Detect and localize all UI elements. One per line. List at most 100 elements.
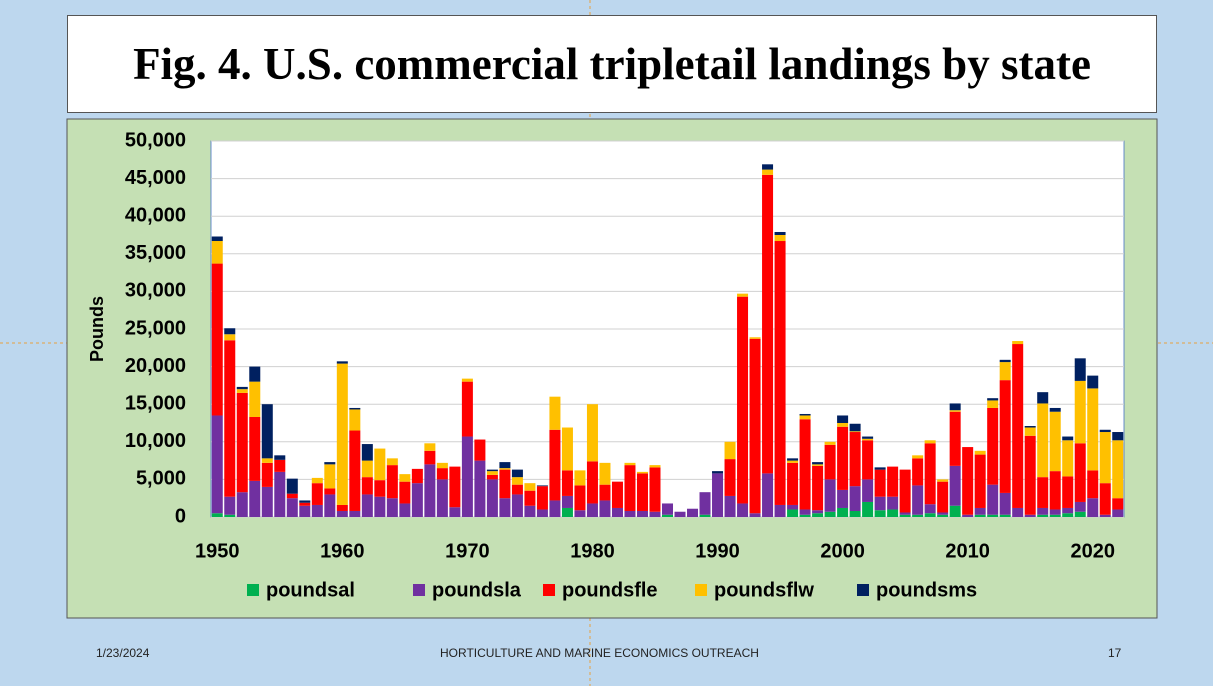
bar-segment (211, 263, 223, 416)
bar-segment (1112, 498, 1124, 510)
y-tick-label: 15,000 (125, 392, 186, 414)
bar-segment (912, 485, 924, 515)
bar-segment (787, 462, 799, 505)
bar-segment (349, 409, 361, 431)
bar-segment (224, 334, 236, 341)
bar-segment (661, 514, 674, 517)
x-tick-label: 1970 (445, 540, 490, 562)
bar-segment (974, 514, 986, 517)
bar-segment (561, 495, 573, 508)
bar-segment (737, 296, 749, 504)
y-tick-label: 50,000 (125, 129, 186, 151)
bar-segment (486, 471, 498, 475)
bar-segment (787, 504, 799, 510)
title-box: Fig. 4. U.S. commercial tripletail landi… (67, 15, 1157, 113)
bar-segment (1074, 501, 1086, 512)
bar-segment (324, 464, 336, 489)
bar-segment (274, 455, 286, 460)
bar-segment (987, 484, 999, 515)
bar-segment (324, 488, 336, 495)
bar-segment (611, 481, 623, 508)
bar-segment (349, 407, 361, 410)
bar-segment (411, 483, 423, 517)
y-tick-label: 40,000 (125, 204, 186, 226)
y-tick-label: 5,000 (136, 468, 186, 490)
bar-segment (536, 509, 548, 517)
bar-segment (774, 231, 786, 235)
bar-segment (987, 400, 999, 408)
bar-segment (737, 293, 749, 297)
bar-segment (887, 509, 899, 517)
bar-segment (799, 415, 811, 420)
bar-segment (449, 507, 461, 517)
footer-page: 17 (1108, 646, 1122, 660)
bar-segment (486, 479, 498, 517)
bar-segment (1112, 432, 1124, 441)
bar-segment (261, 404, 273, 459)
bar-segment (286, 493, 298, 499)
bar-segment (787, 509, 799, 517)
y-tick-label: 25,000 (125, 317, 186, 339)
bar-segment (349, 510, 361, 517)
bar-segment (436, 479, 448, 517)
bar-segment (1049, 514, 1061, 517)
legend-label: poundsfle (562, 579, 658, 601)
bar-segment (849, 423, 861, 432)
bar-segment (762, 169, 774, 175)
bar-segment (1024, 435, 1036, 515)
bar-segment (374, 480, 386, 497)
bar-segment (712, 473, 724, 517)
bar-segment (261, 462, 273, 487)
bar-segment (299, 500, 311, 503)
bar-segment (411, 468, 423, 484)
legend-swatch (543, 584, 555, 596)
bar-segment (1112, 440, 1124, 499)
bar-segment (837, 423, 849, 427)
bar-segment (999, 492, 1011, 515)
bar-segment (874, 496, 886, 511)
bar-segment (1037, 507, 1049, 515)
legend-swatch (695, 584, 707, 596)
bar-segment (461, 378, 473, 382)
bar-segment (1074, 511, 1086, 517)
bar-segment (837, 489, 849, 508)
bar-segment (1074, 443, 1086, 502)
footer-center: HORTICULTURE AND MARINE ECONOMICS OUTREA… (440, 646, 759, 660)
bar-segment (549, 500, 561, 517)
bar-segment (524, 505, 536, 517)
bar-segment (211, 241, 223, 264)
bar-segment (361, 460, 373, 478)
y-tick-label: 30,000 (125, 280, 186, 302)
x-tick-label: 1960 (320, 540, 365, 562)
bar-segment (812, 510, 824, 514)
bar-segment (787, 458, 799, 461)
bar-segment (774, 241, 786, 505)
bar-segment (499, 462, 511, 469)
bar-segment (611, 507, 623, 517)
bar-segment (361, 477, 373, 495)
bar-segment (1024, 514, 1036, 517)
bar-segment (1037, 392, 1049, 404)
bar-segment (274, 471, 286, 517)
bar-segment (249, 480, 261, 517)
bar-segment (474, 460, 486, 517)
bar-segment (236, 492, 248, 517)
bar-segment (261, 486, 273, 517)
bar-segment (987, 407, 999, 485)
bar-segment (336, 363, 348, 505)
bar-segment (1024, 426, 1036, 428)
bar-segment (1062, 513, 1074, 517)
bar-segment (999, 380, 1011, 493)
bar-segment (687, 508, 699, 517)
bar-segment (1112, 509, 1124, 517)
bar-segment (374, 496, 386, 517)
bar-segment (812, 465, 824, 511)
bar-segment (386, 498, 398, 517)
bar-segment (1087, 470, 1099, 499)
bar-segment (524, 483, 536, 491)
bar-segment (799, 509, 811, 515)
bar-segment (399, 474, 411, 482)
bar-segment (999, 362, 1011, 381)
bar-segment (712, 471, 724, 474)
bar-segment (862, 438, 874, 441)
